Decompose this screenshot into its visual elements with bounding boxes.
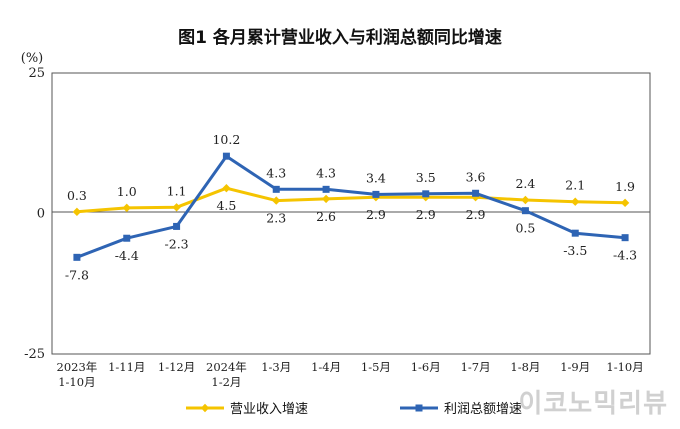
series-point	[521, 207, 529, 215]
x-tick-label: 1-5月	[361, 360, 391, 374]
series-line	[76, 154, 626, 259]
x-tick-label: 1-10月	[58, 375, 95, 389]
data-label: 2.6	[316, 209, 336, 224]
data-label: 2.9	[366, 207, 386, 222]
series-point	[122, 203, 131, 213]
x-tick-label: 1-10月	[606, 360, 643, 374]
x-tick-label: 1-11月	[108, 360, 145, 374]
x-tick-label: 1-9月	[560, 360, 590, 374]
y-tick-label: 25	[28, 66, 45, 81]
series-point	[571, 229, 579, 237]
series-point	[272, 185, 280, 193]
series-line	[76, 186, 626, 214]
series-point	[571, 197, 580, 206]
x-tick-label: 2023年	[57, 360, 98, 374]
data-label: 2.9	[416, 207, 436, 222]
series-point	[322, 185, 330, 193]
x-tick-label: 1-7月	[461, 360, 491, 374]
x-tick-label: 1-12月	[158, 360, 195, 374]
data-label: 3.5	[416, 170, 436, 185]
chart-title: 图1 各月累计营业收入与利润总额同比增速	[178, 27, 502, 48]
series-point	[73, 253, 81, 261]
legend-label: 营业收入增速	[230, 402, 308, 417]
data-label: -2.3	[165, 236, 189, 251]
data-label: 2.3	[266, 211, 286, 226]
data-label: 3.4	[366, 170, 386, 185]
legend-swatch-marker	[415, 404, 423, 412]
y-tick-label: -25	[24, 347, 45, 362]
x-tick-label: 1-2月	[211, 375, 241, 389]
x-tick-label: 1-3月	[261, 360, 291, 374]
data-label: 1.0	[117, 184, 137, 199]
x-tick-label: 1-6月	[411, 360, 441, 374]
series-point	[472, 189, 480, 197]
data-label: 4.5	[216, 198, 236, 213]
series-point	[123, 234, 131, 242]
legend: 营业收入增速 利润总额增速	[186, 402, 522, 417]
data-label: 3.6	[466, 169, 486, 184]
series-point	[372, 190, 380, 198]
series-point	[422, 190, 430, 198]
series-point	[272, 196, 281, 205]
series-point	[521, 195, 530, 205]
y-tick-label: 0	[37, 207, 45, 222]
data-labels: 0.3 -7.8 1.0 -4.4 1.1 -2.3 10.2 4.5 4.3 2.3 4.3 2.6…	[65, 132, 637, 282]
plot-area	[51, 72, 651, 355]
data-label: 2.4	[515, 176, 535, 191]
watermark-text: 이코노믹리뷰	[518, 389, 668, 419]
data-label: 2.9	[466, 207, 486, 222]
x-tick-label: 2024年	[206, 360, 247, 374]
series-point	[173, 222, 181, 230]
data-label: 0.3	[67, 188, 87, 203]
series-point	[621, 234, 629, 242]
series-point	[72, 207, 82, 217]
series-point	[222, 184, 231, 193]
y-axis-label: (%)	[21, 51, 44, 66]
data-label: 4.3	[316, 165, 336, 180]
series-layer	[72, 152, 630, 261]
series-point	[620, 198, 630, 208]
data-label: 10.2	[212, 132, 240, 147]
legend-swatch-marker	[200, 403, 210, 413]
series-point	[172, 203, 181, 212]
data-label: -7.8	[65, 267, 89, 282]
x-tick-label: 1-4月	[311, 360, 341, 374]
data-label: 0.5	[515, 221, 535, 236]
series-point	[321, 194, 331, 204]
series-point	[222, 152, 230, 160]
data-label: 1.9	[615, 179, 635, 194]
data-label: 2.1	[565, 178, 585, 193]
data-label: 1.1	[167, 183, 187, 198]
data-label: -4.4	[115, 248, 139, 263]
legend-label: 利润总额增速	[444, 402, 522, 417]
data-label: -4.3	[613, 248, 637, 263]
x-tick-label: 1-8月	[510, 360, 540, 374]
y-tick-labels: 25 0 -25	[24, 66, 45, 362]
data-label: -3.5	[563, 243, 587, 258]
data-label: 4.3	[266, 165, 286, 180]
